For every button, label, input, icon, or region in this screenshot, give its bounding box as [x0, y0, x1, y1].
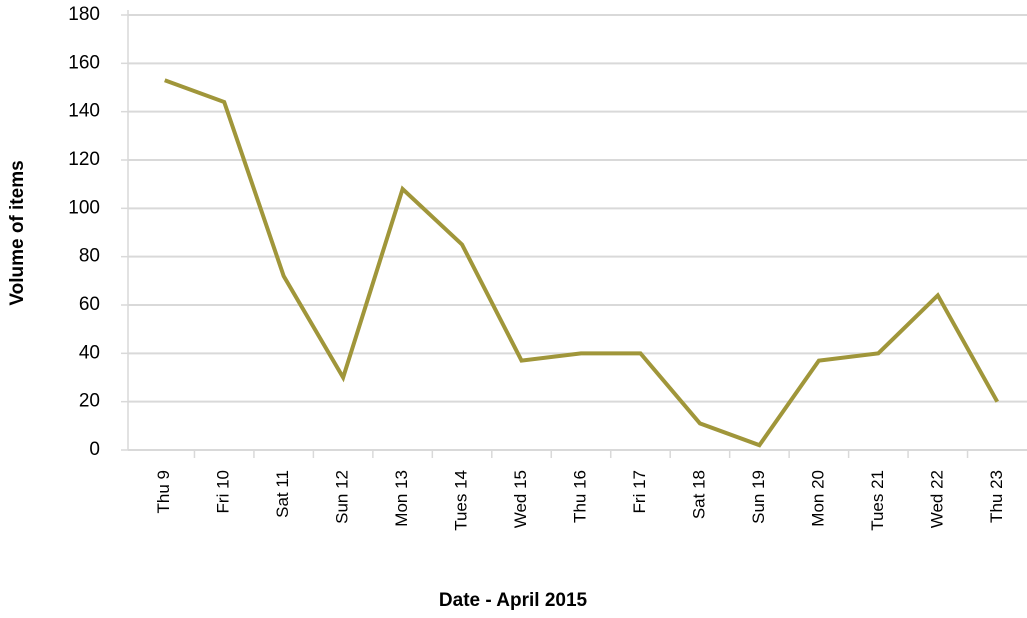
x-tick-label: Mon 20 [808, 470, 827, 527]
x-tick-label: Mon 13 [392, 470, 411, 527]
x-tick-label: Tues 21 [868, 470, 887, 531]
x-tick-label: Wed 22 [927, 470, 946, 528]
x-tick-label: Fri 10 [214, 470, 233, 513]
x-tick-label: Thu 23 [987, 470, 1006, 523]
y-axis-title: Volume of items [7, 160, 28, 305]
x-tick-label: Thu 16 [570, 470, 589, 523]
x-tick-label: Sun 19 [749, 470, 768, 524]
x-tick-label: Tues 14 [452, 470, 471, 531]
y-tick-label: 60 [79, 294, 100, 315]
y-tick-label: 180 [68, 4, 100, 25]
y-tick-label: 20 [79, 391, 100, 412]
y-tick-label: 40 [79, 342, 100, 363]
x-tick-label: Sat 18 [689, 470, 708, 519]
y-tick-label: 80 [79, 246, 100, 267]
x-axis-title: Date - April 2015 [439, 590, 588, 611]
y-tick-label: 120 [68, 149, 100, 170]
x-tick-label: Wed 15 [511, 470, 530, 528]
y-tick-label: 100 [68, 197, 100, 218]
x-tick-label: Sun 12 [333, 470, 352, 524]
y-tick-label: 160 [68, 52, 100, 73]
x-tick-label: Sat 11 [273, 470, 292, 518]
x-tick-label: Fri 17 [630, 470, 649, 513]
y-tick-label: 0 [89, 439, 100, 460]
line-series [164, 78, 1000, 448]
y-tick-label: 140 [68, 101, 100, 122]
x-tick-label: Thu 9 [154, 470, 173, 513]
